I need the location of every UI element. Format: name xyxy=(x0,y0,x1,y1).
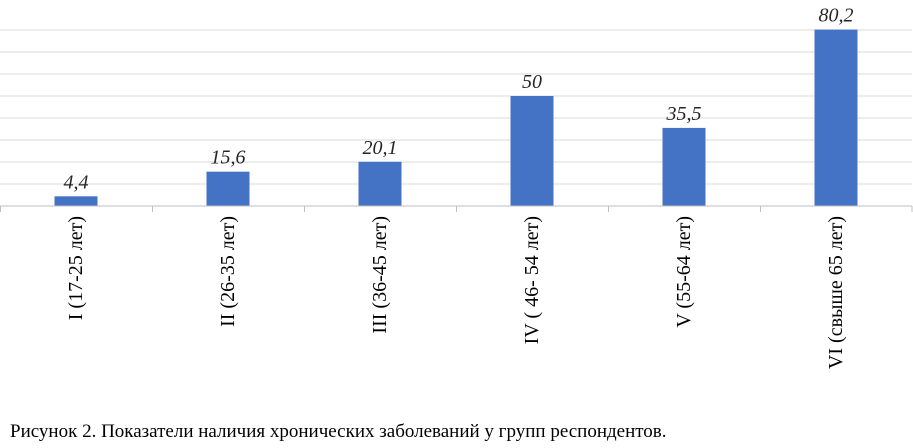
x-axis xyxy=(0,205,913,212)
bar xyxy=(358,161,402,206)
data-label: 20,1 xyxy=(363,137,398,159)
bar xyxy=(510,96,554,206)
bar xyxy=(814,29,858,207)
figure-caption: Рисунок 2. Показатели наличия хронически… xyxy=(10,421,667,442)
gridlines xyxy=(0,29,912,185)
data-labels: 4,4 15,6 20,1 50 35,5 80,2 xyxy=(64,5,854,194)
bar xyxy=(54,196,98,206)
data-label: 4,4 xyxy=(64,171,89,193)
bar xyxy=(662,127,706,206)
bar xyxy=(206,171,250,206)
category-label: VI (свыше 65 лет) xyxy=(825,216,847,369)
data-label: 15,6 xyxy=(211,147,246,169)
data-label: 80,2 xyxy=(819,5,854,27)
category-labels: I (17-25 лет) II (26-35 лет) III (36-45 ле… xyxy=(65,216,847,369)
category-label: IV ( 46- 54 лет) xyxy=(521,216,543,344)
data-label: 50 xyxy=(522,71,542,93)
category-label: III (36-45 лет) xyxy=(369,216,391,334)
category-label: II (26-35 лет) xyxy=(217,216,239,327)
bars xyxy=(54,29,858,207)
data-label: 35,5 xyxy=(666,103,702,125)
category-label: V (55-64 лет) xyxy=(673,216,695,328)
category-label: I (17-25 лет) xyxy=(65,216,87,320)
